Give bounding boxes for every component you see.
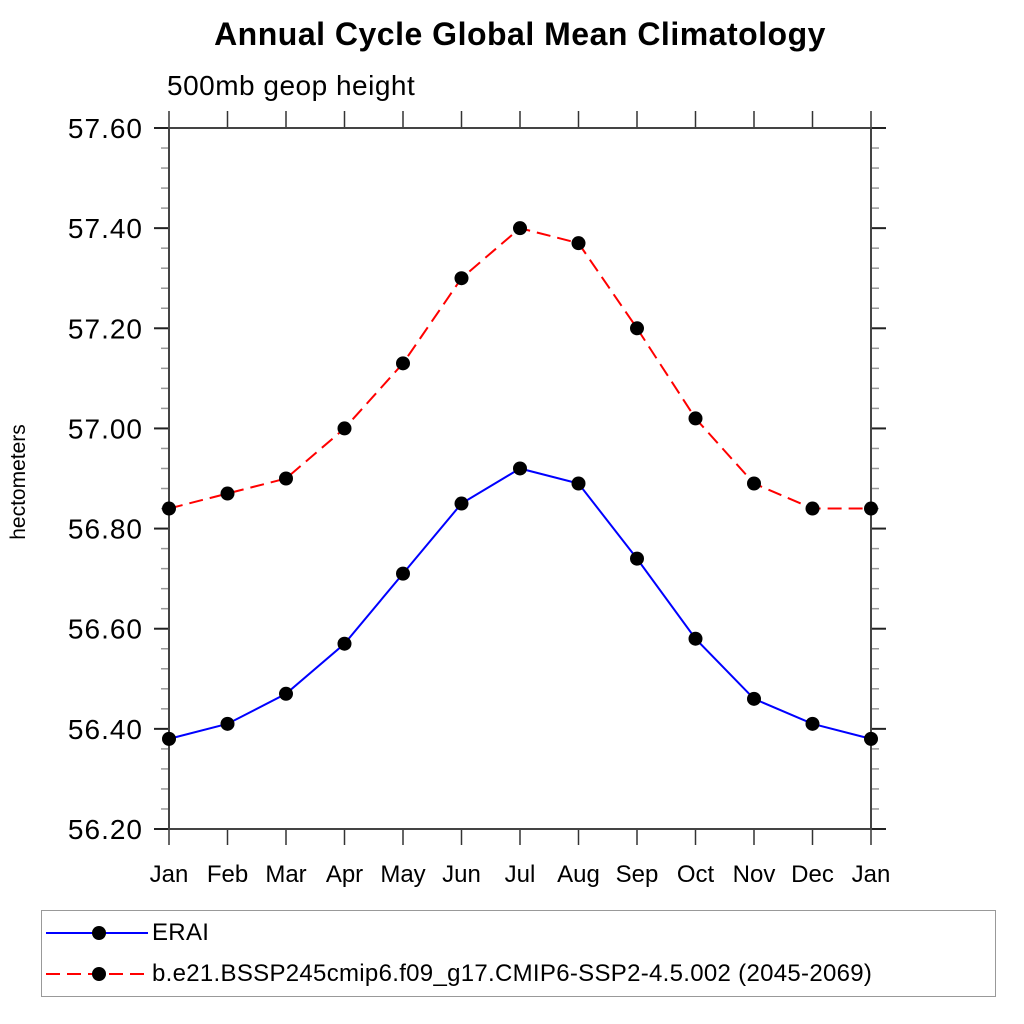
data-point [220,716,235,731]
legend-line-sample-model [46,966,148,981]
x-tick-label: Feb [207,861,248,888]
data-point [688,631,703,646]
data-point [864,501,878,516]
y-tick-label: 57.40 [68,213,143,244]
series-line-erai [168,467,872,740]
legend: ERAI b.e21.BSSP245cmip6.f09_g17.CMIP6-SS… [41,910,996,997]
data-point [513,461,527,476]
data-point [747,476,761,491]
data-point [688,411,703,426]
data-point [571,476,586,491]
data-point [337,421,352,436]
data-point [513,221,527,236]
data-point [162,731,176,746]
y-tick-label: 56.40 [68,714,143,745]
data-point [454,271,469,286]
x-tick-label: May [380,861,425,888]
data-point [571,236,586,251]
data-point [454,496,469,511]
chart-subtitle: 500mb geop height [167,70,416,101]
data-point [279,686,293,701]
data-point [805,501,820,516]
data-point [805,716,820,731]
data-point [220,486,235,501]
data-point [162,501,176,516]
y-tick-label: 56.60 [68,614,143,645]
data-point [337,636,352,651]
y-tick-label: 57.00 [68,413,143,444]
x-tick-label: Jan [150,861,189,888]
x-tick-label: Jul [505,861,536,888]
legend-line-sample-erai [46,926,148,941]
x-tick-label: Oct [677,861,715,888]
data-point [747,691,761,706]
x-tick-label: Jan [852,861,891,888]
x-tick-label: Mar [265,861,306,888]
x-tick-label: Aug [557,861,600,888]
legend-row-model: b.e21.BSSP245cmip6.f09_g17.CMIP6-SSP2-4.… [42,956,995,992]
legend-row-erai: ERAI [42,915,995,951]
y-tick-label: 56.20 [68,814,143,845]
y-tick-label: 57.60 [68,113,143,144]
data-point [396,356,410,371]
y-tick-label: 56.80 [68,514,143,545]
data-point [630,551,644,566]
x-tick-label: Apr [326,861,363,888]
data-point [630,321,644,336]
x-tick-label: Jun [442,861,481,888]
x-tick-label: Sep [616,861,659,888]
legend-label-model: b.e21.BSSP245cmip6.f09_g17.CMIP6-SSP2-4.… [152,959,873,987]
plot-box [168,127,872,830]
chart-title: Annual Cycle Global Mean Climatology [214,16,826,52]
x-tick-label: Nov [733,861,776,888]
x-tick-label: Dec [791,861,834,888]
legend-label-erai: ERAI [152,919,210,947]
data-point [396,566,410,581]
y-tick-label: 57.20 [68,313,143,344]
data-point [279,471,293,486]
data-point [864,731,878,746]
